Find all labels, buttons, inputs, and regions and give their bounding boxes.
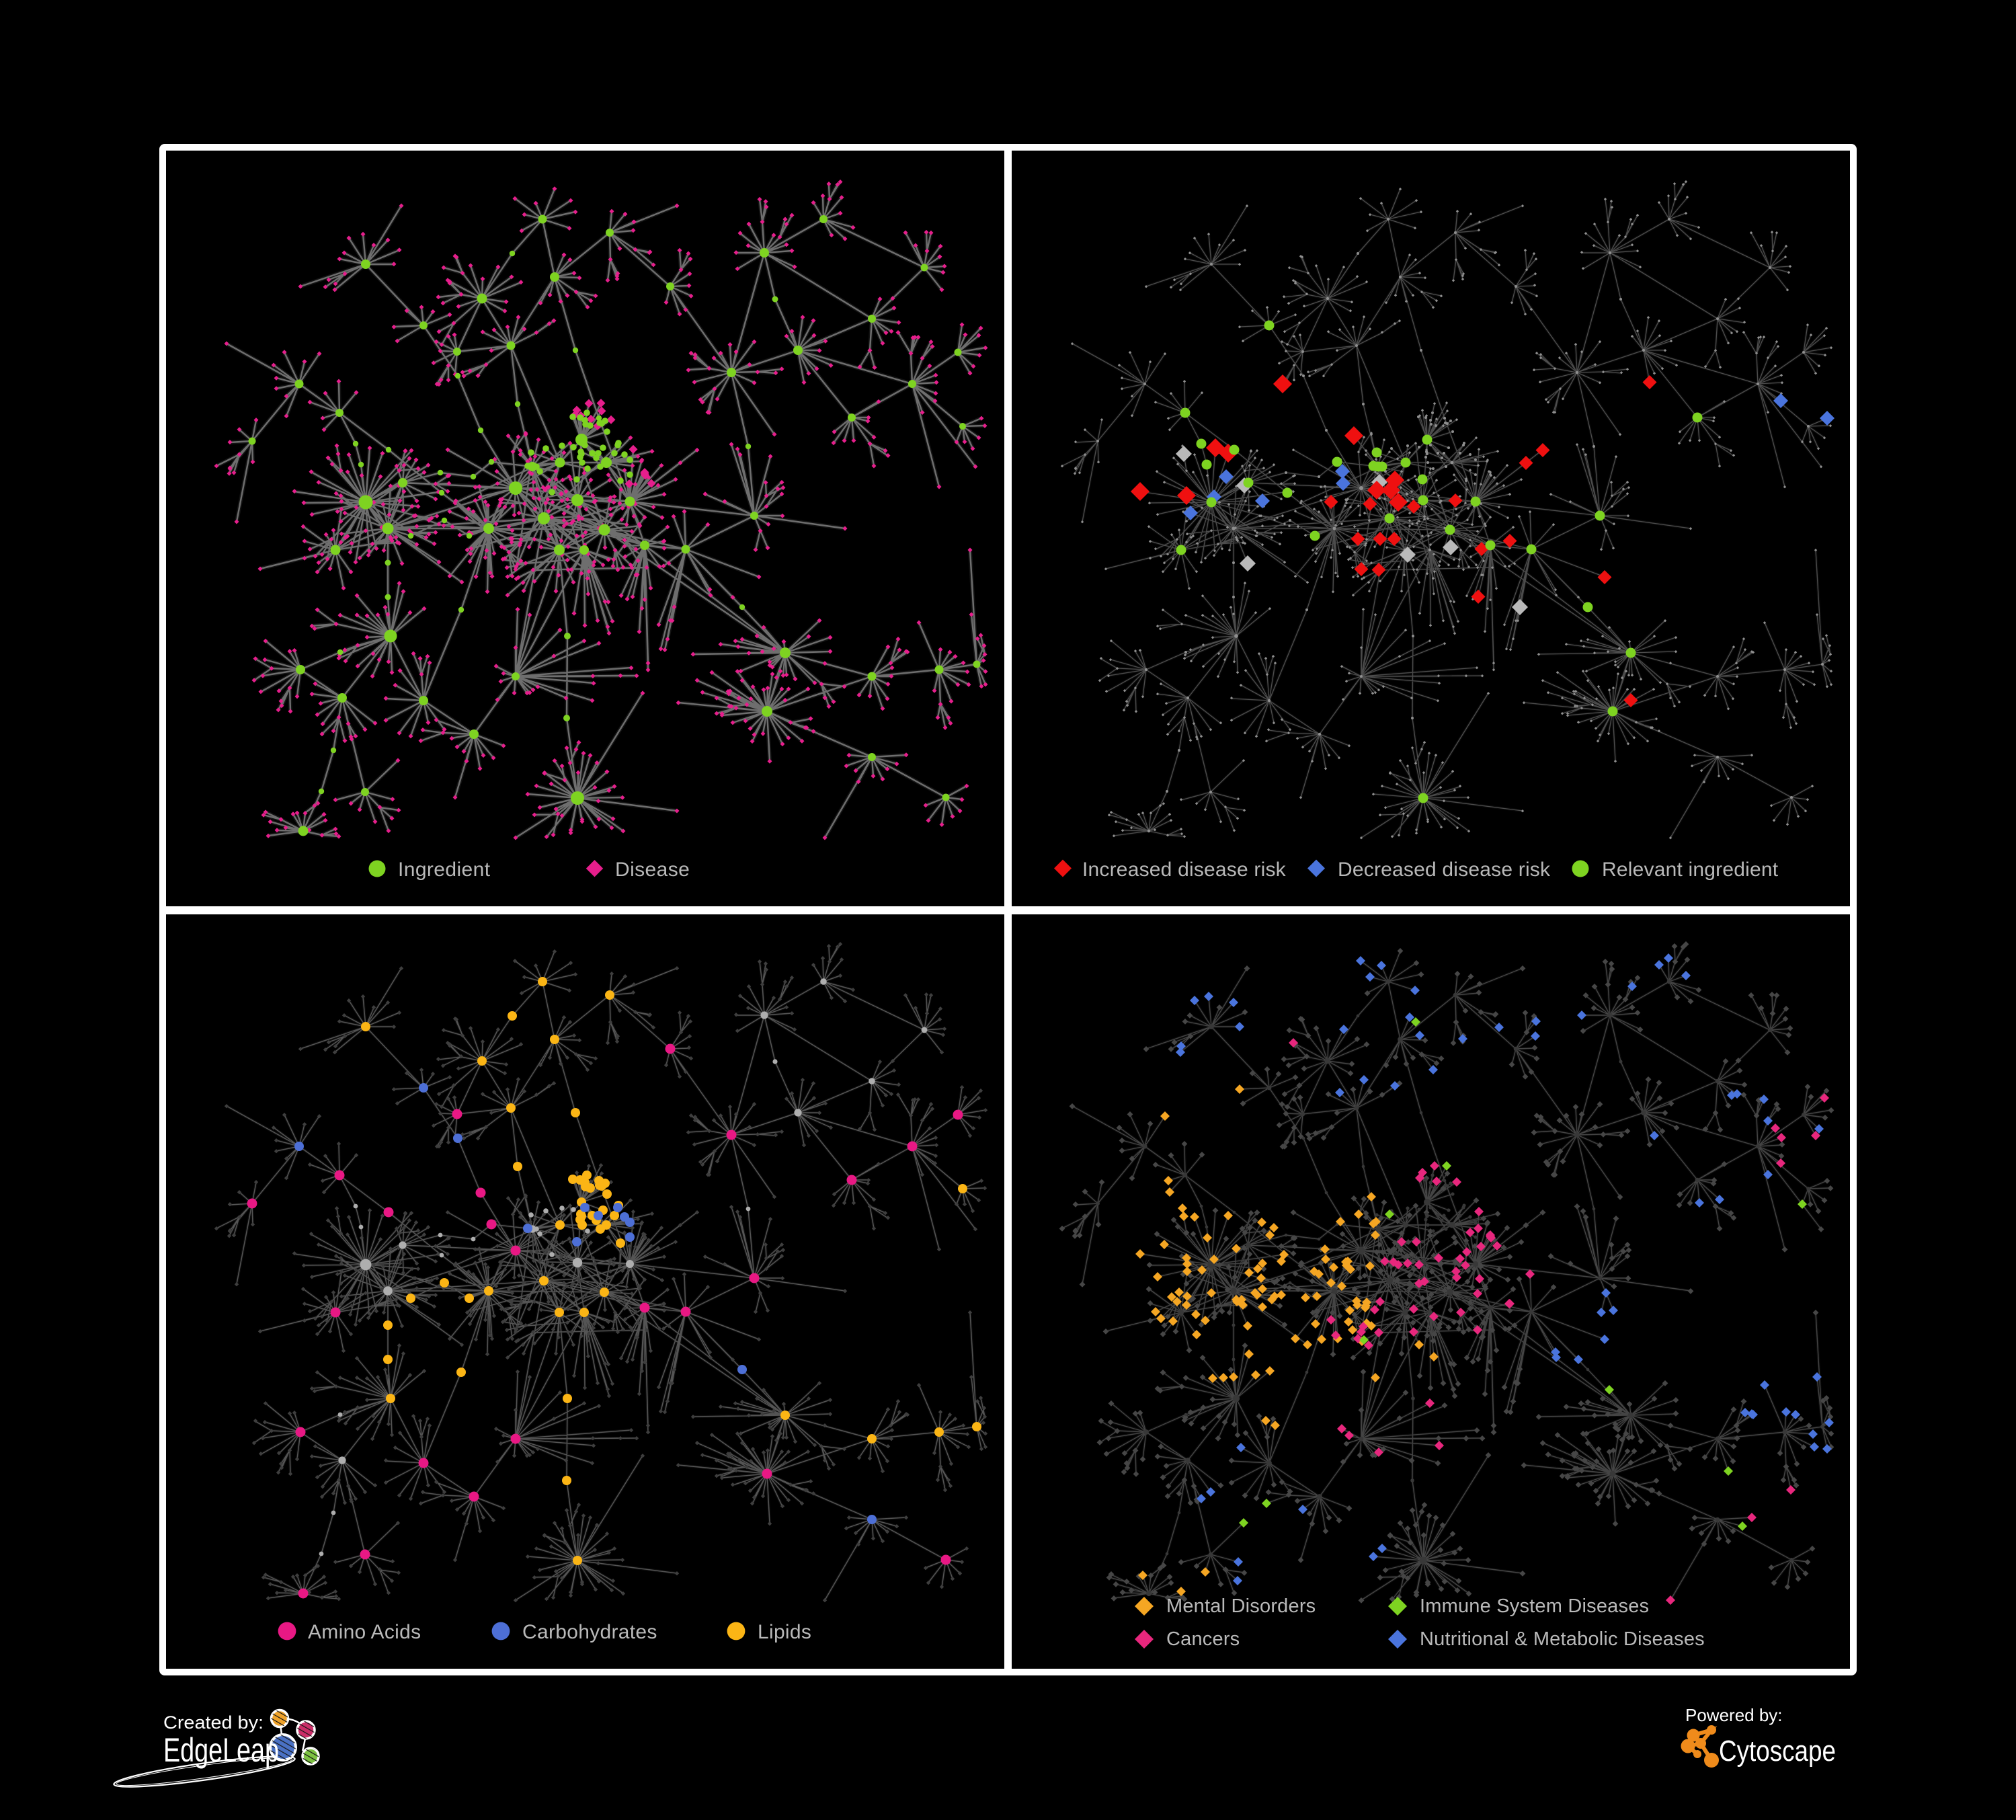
svg-text:Cytoscape: Cytoscape bbox=[1719, 1735, 1836, 1768]
svg-text:Powered by:: Powered by: bbox=[1685, 1705, 1783, 1725]
svg-text:Carbohydrates: Carbohydrates bbox=[522, 1621, 657, 1643]
svg-text:Ingredient: Ingredient bbox=[398, 859, 491, 881]
svg-text:Lipids: Lipids bbox=[758, 1621, 811, 1643]
svg-text:Cancers: Cancers bbox=[1166, 1628, 1240, 1650]
svg-text:Relevant ingredient: Relevant ingredient bbox=[1602, 859, 1779, 881]
svg-text:EdgeLeap: EdgeLeap bbox=[163, 1731, 279, 1769]
svg-text:Mental Disorders: Mental Disorders bbox=[1166, 1595, 1316, 1617]
svg-text:Immune System Diseases: Immune System Diseases bbox=[1420, 1595, 1649, 1617]
svg-text:Nutritional & Metabolic Diseas: Nutritional & Metabolic Diseases bbox=[1420, 1628, 1705, 1650]
svg-text:Created by:: Created by: bbox=[163, 1712, 264, 1733]
svg-text:Disease: Disease bbox=[615, 859, 690, 881]
svg-text:Amino Acids: Amino Acids bbox=[308, 1621, 421, 1643]
svg-text:Decreased disease risk: Decreased disease risk bbox=[1338, 859, 1551, 881]
svg-text:Increased disease risk: Increased disease risk bbox=[1082, 859, 1287, 881]
